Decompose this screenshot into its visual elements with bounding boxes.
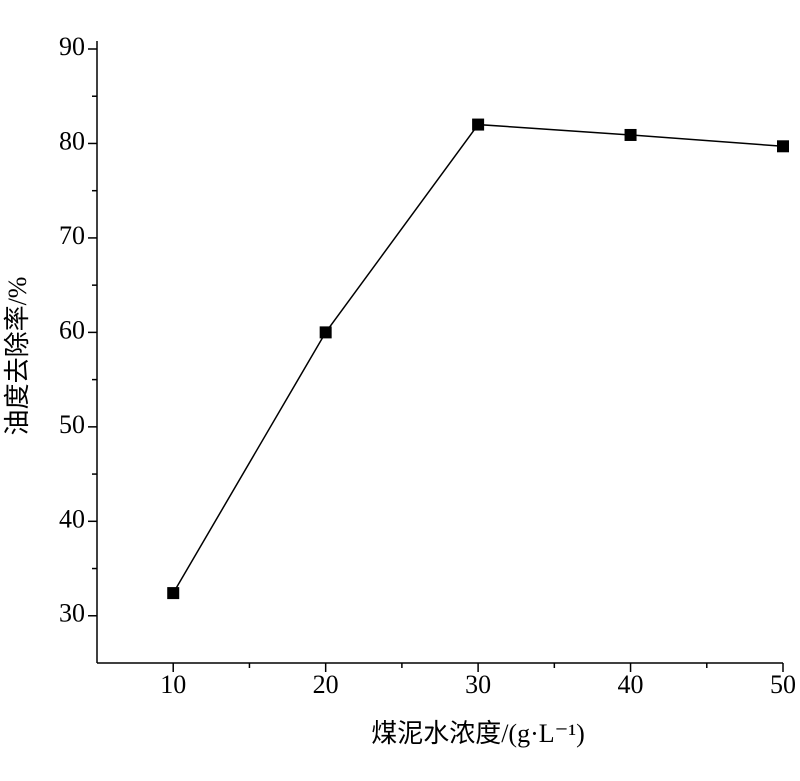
y-tick-label: 50 bbox=[59, 410, 85, 439]
y-tick-label: 60 bbox=[59, 315, 85, 344]
marker bbox=[624, 128, 637, 141]
marker bbox=[777, 140, 789, 153]
x-tick-label: 20 bbox=[313, 670, 339, 699]
marker bbox=[472, 118, 485, 131]
y-tick-label: 40 bbox=[59, 504, 85, 533]
x-tick-label: 50 bbox=[770, 670, 796, 699]
y-tick-label: 70 bbox=[59, 221, 85, 250]
x-tick-label: 40 bbox=[618, 670, 644, 699]
y-tick-label: 30 bbox=[59, 599, 85, 628]
marker bbox=[167, 587, 180, 600]
marker bbox=[319, 326, 332, 339]
y-tick-label: 90 bbox=[59, 32, 85, 61]
y-tick-label: 80 bbox=[59, 126, 85, 155]
x-axis-label: 煤泥水浓度/(g·L⁻¹) bbox=[371, 719, 585, 748]
x-tick-label: 30 bbox=[465, 670, 491, 699]
x-tick-label: 10 bbox=[160, 670, 186, 699]
y-axis-label: 油度去除率/% bbox=[3, 277, 32, 436]
data-line bbox=[172, 123, 784, 594]
